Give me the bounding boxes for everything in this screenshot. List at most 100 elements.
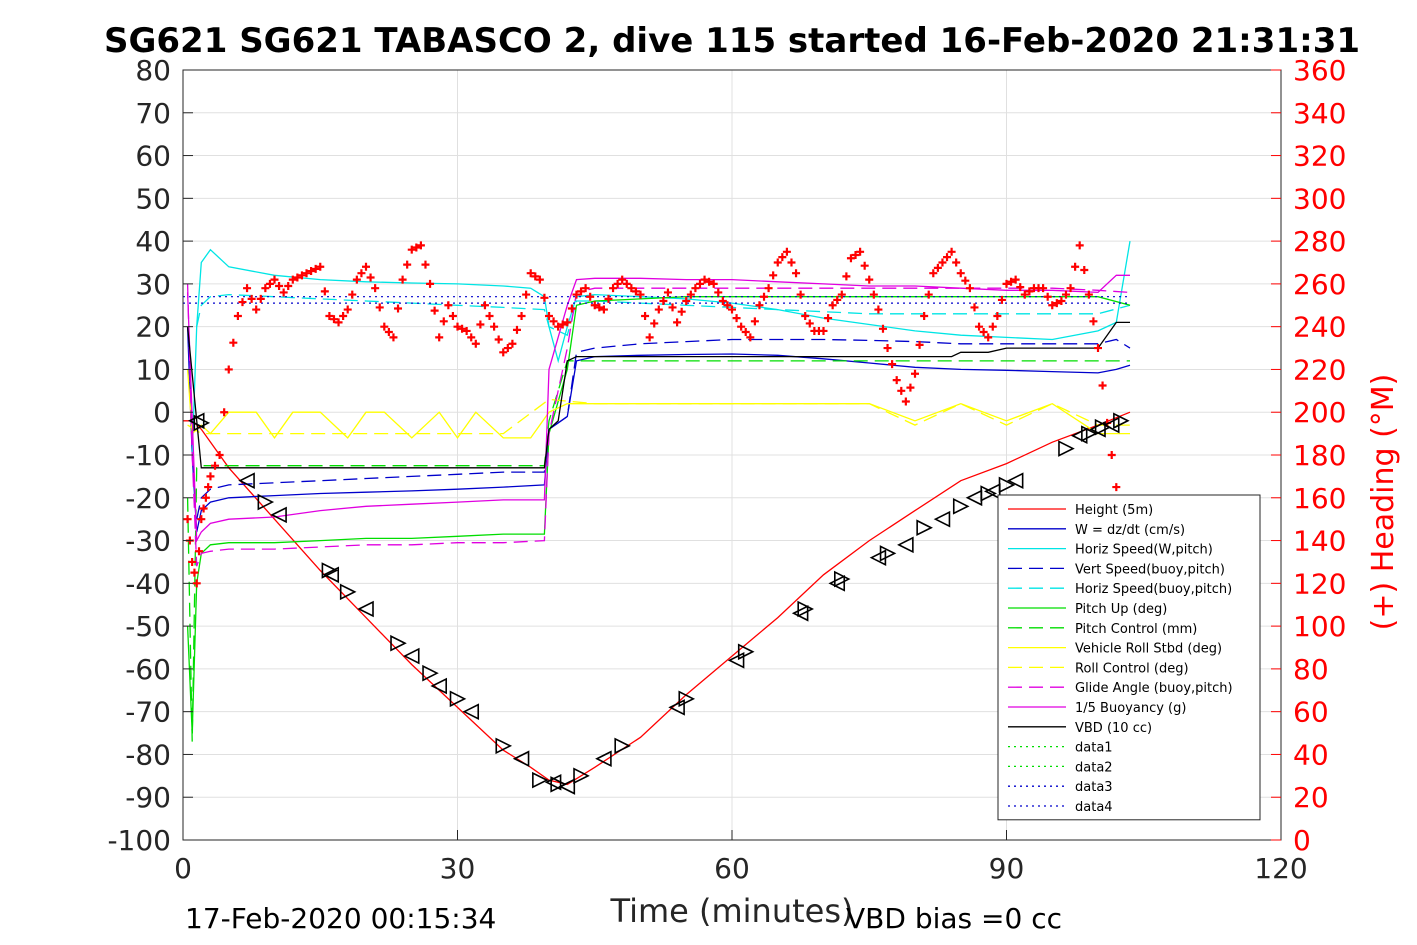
heading-point <box>183 515 192 524</box>
heading-point <box>284 282 293 291</box>
heading-point <box>403 260 412 269</box>
heading-point <box>792 269 801 278</box>
heading-point <box>1061 290 1070 299</box>
y-right-tick-label: 360 <box>1293 54 1346 87</box>
heading-point <box>641 311 650 320</box>
legend-label: Horiz Speed(W,pitch) <box>1075 543 1213 558</box>
heading-point <box>256 294 265 303</box>
legend-label: 1/5 Buoyancy (g) <box>1075 701 1186 716</box>
y-tick-label: 70 <box>135 97 171 130</box>
heading-point <box>279 288 288 297</box>
legend-label: Vert Speed(buoy,pitch) <box>1075 562 1225 577</box>
depth-marker <box>678 690 696 708</box>
y-tick-label: 80 <box>135 54 171 87</box>
depth-marker <box>238 472 255 489</box>
heading-point <box>297 271 306 280</box>
heading-point <box>270 275 279 284</box>
heading-point <box>1052 299 1061 308</box>
heading-point <box>787 258 796 267</box>
y-tick-label: 40 <box>135 225 171 258</box>
heading-point <box>439 317 448 326</box>
heading-point <box>705 277 714 286</box>
y-right-tick-label: 260 <box>1293 268 1346 301</box>
depth-marker <box>595 750 612 768</box>
heading-point <box>842 272 851 281</box>
legend-label: Roll Control (deg) <box>1075 661 1189 676</box>
heading-point <box>709 279 718 288</box>
heading-point <box>288 275 297 284</box>
heading-point <box>590 301 599 310</box>
heading-point <box>517 311 526 320</box>
y-tick-label: -30 <box>125 525 171 558</box>
heading-point <box>549 317 558 326</box>
heading-point <box>636 290 645 299</box>
heading-point <box>458 324 467 333</box>
heading-point <box>604 294 613 303</box>
y-tick-label: -40 <box>125 567 171 600</box>
y-right-tick-label: 60 <box>1293 696 1329 729</box>
heading-point <box>773 258 782 267</box>
depth-marker <box>1058 440 1075 457</box>
heading-point <box>199 504 208 513</box>
y-tick-label: 30 <box>135 268 171 301</box>
heading-point <box>943 253 952 262</box>
series-line-5 <box>196 293 1131 337</box>
heading-point <box>508 339 517 348</box>
y-tick-label: -10 <box>125 439 171 472</box>
heading-point <box>1094 344 1102 353</box>
heading-point <box>691 284 700 293</box>
y-right-tick-label: 340 <box>1293 97 1346 130</box>
heading-point <box>352 275 361 284</box>
heading-point <box>1075 241 1084 250</box>
depth-marker <box>1113 412 1130 430</box>
heading-point <box>348 290 357 299</box>
y-right-tick-label: 220 <box>1293 353 1346 386</box>
depth-marker <box>1070 427 1088 445</box>
depth-marker <box>495 737 513 755</box>
y-right-tick-label: 180 <box>1293 439 1346 472</box>
depth-marker <box>573 767 590 785</box>
heading-point <box>334 318 343 327</box>
heading-point <box>956 269 965 278</box>
heading-point <box>316 262 325 271</box>
heading-point <box>444 301 453 310</box>
footer-timestamp: 17-Feb-2020 00:15:34 <box>185 902 496 935</box>
heading-point <box>389 333 398 342</box>
depth-marker <box>869 549 887 566</box>
heading-point <box>1002 279 1011 288</box>
heading-point <box>728 305 736 314</box>
depth-marker <box>430 677 447 695</box>
y-tick-label: -60 <box>125 653 171 686</box>
heading-point <box>197 515 206 524</box>
legend-label: data4 <box>1075 800 1113 815</box>
heading-point <box>796 290 805 299</box>
heading-point <box>467 333 476 342</box>
heading-point <box>265 279 274 288</box>
depth-marker <box>449 690 467 708</box>
heading-point <box>650 319 659 328</box>
heading-point <box>1016 283 1025 292</box>
series-line-12 <box>186 321 1130 469</box>
depth-marker <box>791 604 809 622</box>
heading-point <box>494 335 503 344</box>
heading-point <box>1057 297 1066 305</box>
heading-point <box>1025 287 1034 296</box>
depth-marker <box>916 519 933 537</box>
heading-point <box>307 267 316 276</box>
heading-point <box>618 275 627 284</box>
y-tick-label: 10 <box>135 353 171 386</box>
heading-point <box>782 247 791 256</box>
heading-point <box>595 303 604 312</box>
heading-point <box>915 340 924 349</box>
heading-point <box>526 269 535 278</box>
depth-marker <box>952 498 970 515</box>
heading-point <box>325 311 334 320</box>
y-tick-label: -80 <box>125 738 171 771</box>
depth-marker <box>614 737 631 755</box>
heading-point <box>970 303 979 312</box>
heading-point <box>398 275 407 284</box>
heading-point <box>490 322 499 331</box>
depth-marker <box>402 647 420 665</box>
heading-point <box>846 254 855 263</box>
heading-point <box>750 317 759 326</box>
